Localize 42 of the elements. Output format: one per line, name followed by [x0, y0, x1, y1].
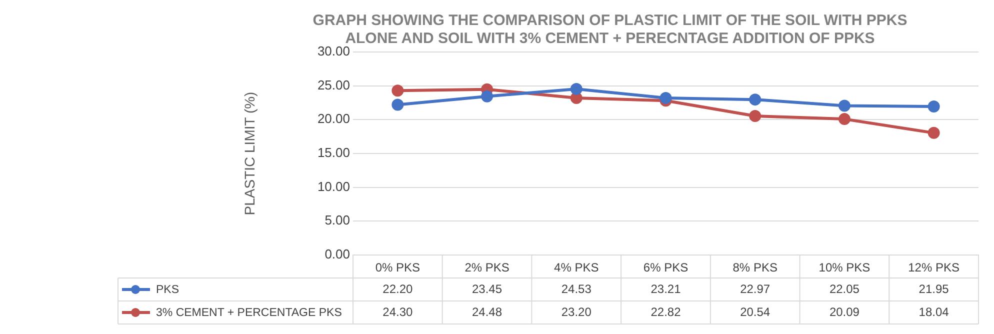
- data-label: 22.97: [739, 281, 772, 298]
- data-label: 20.54: [739, 304, 772, 321]
- y-tick-label: 5.00: [324, 212, 350, 228]
- point: [928, 126, 940, 139]
- x-tick-label: 6% PKS: [643, 260, 688, 275]
- y-tick-label: 20.00: [317, 111, 350, 126]
- data-label: 23.45: [471, 281, 504, 298]
- y-tick-label: 0.00: [324, 246, 350, 262]
- data-label: 23.20: [560, 304, 592, 321]
- data-label: 23.21: [650, 281, 682, 298]
- point: [838, 100, 850, 112]
- point: [392, 84, 404, 97]
- point: [749, 94, 762, 106]
- legend-label: 3% CEMENT + PERCENTAGE PKS: [156, 306, 342, 318]
- data-label: 22.20: [382, 281, 414, 298]
- point: [660, 92, 672, 104]
- data-label: 24.48: [471, 304, 504, 321]
- point: [570, 83, 582, 96]
- x-tick-label: 4% PKS: [554, 260, 599, 275]
- data-label: 24.53: [560, 281, 592, 298]
- x-tick-label: 2% PKS: [464, 260, 510, 275]
- point: [928, 100, 940, 112]
- point: [838, 113, 850, 126]
- data-label: 22.05: [828, 281, 860, 298]
- y-tick-label: 15.00: [317, 145, 350, 160]
- x-tick-label: 12% PKS: [908, 260, 960, 275]
- x-tick-label: 10% PKS: [818, 260, 870, 275]
- y-axis-title: PLASTIC LIMIT (%): [241, 92, 258, 216]
- point: [481, 90, 494, 102]
- legend-label: PKS: [156, 284, 180, 296]
- point: [570, 92, 582, 104]
- data-label: 18.04: [918, 304, 950, 321]
- y-tick-label: 25.00: [317, 77, 350, 92]
- data-label: 24.30: [382, 304, 414, 321]
- data-label: 21.95: [918, 281, 950, 298]
- y-tick-label: 10.00: [317, 178, 350, 194]
- point: [749, 110, 762, 122]
- data-label: 22.82: [650, 304, 682, 321]
- x-tick-label: 0% PKS: [375, 260, 420, 275]
- data-label: 20.09: [828, 304, 860, 321]
- x-tick-label: 8% PKS: [732, 260, 778, 275]
- point: [392, 98, 404, 111]
